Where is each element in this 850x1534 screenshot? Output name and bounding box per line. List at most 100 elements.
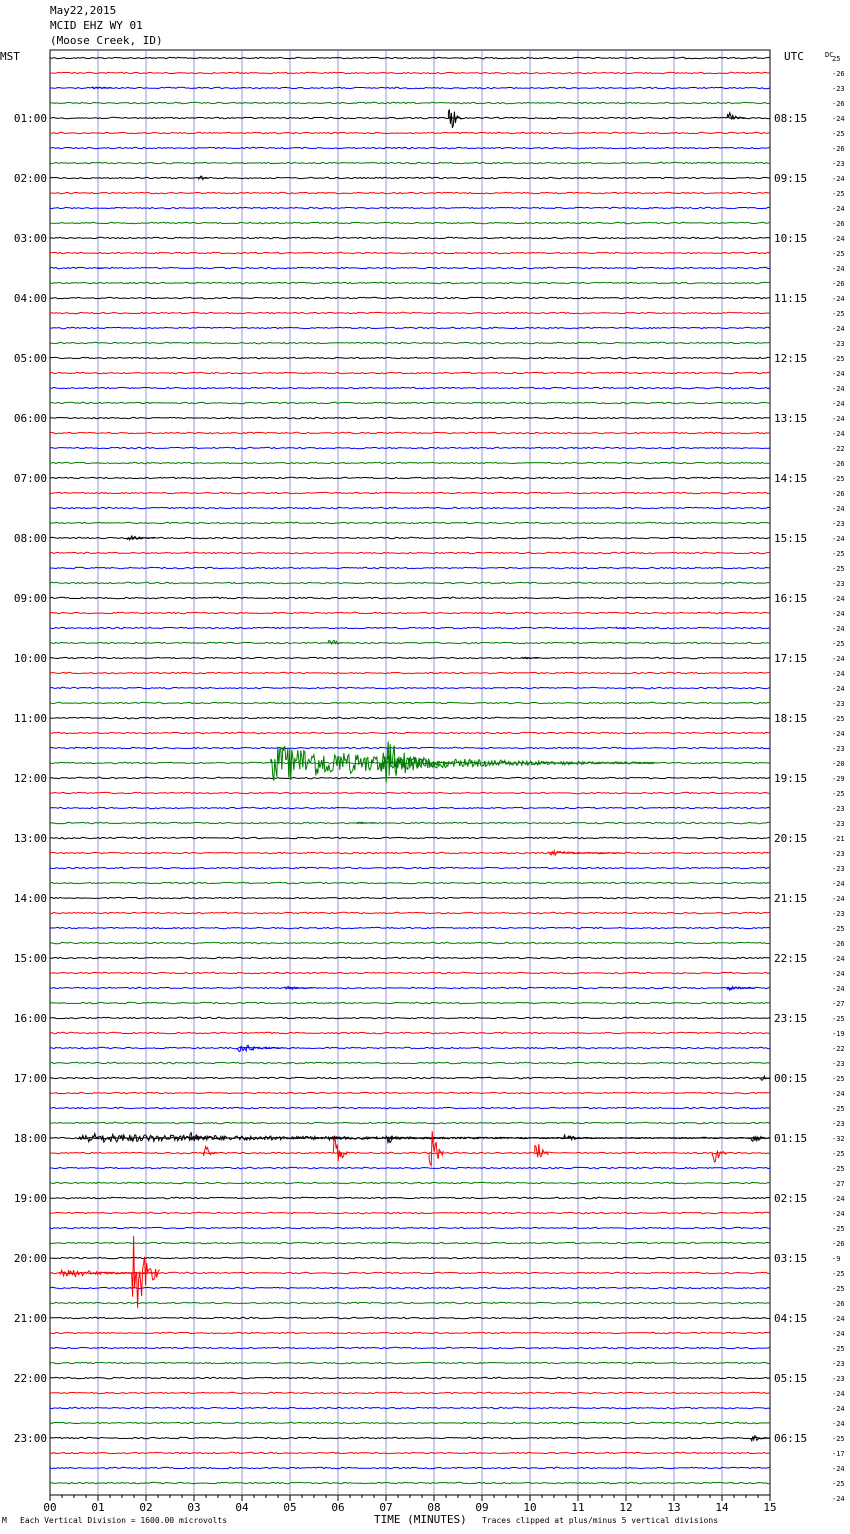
x-tick-label: 01 [91, 1501, 104, 1514]
dc-offset-label: -24 [832, 670, 845, 678]
dc-offset-label: -24 [832, 655, 845, 663]
x-tick-label: 12 [619, 1501, 632, 1514]
trace-row [49, 1031, 771, 1035]
x-tick-label: 00 [43, 1501, 56, 1514]
left-hour-label: 16:00 [14, 1012, 47, 1025]
trace-row [49, 926, 771, 930]
dc-offset-label: -26 [832, 145, 845, 153]
trace-row [49, 251, 771, 255]
dc-offset-label: -24 [832, 625, 845, 633]
trace-row [49, 311, 771, 315]
trace-row [49, 1016, 771, 1020]
x-tick-label: 03 [187, 1501, 200, 1514]
dc-offset-label: -25 [832, 1105, 845, 1113]
trace-row [49, 746, 771, 750]
dc-offset-label: -25 [832, 355, 845, 363]
trace-row [49, 206, 771, 210]
right-hour-label: 22:15 [774, 952, 807, 965]
right-hour-label: 04:15 [774, 1312, 807, 1325]
trace-row [49, 131, 771, 135]
trace-row [50, 86, 771, 90]
trace-row [49, 626, 771, 630]
trace-row [49, 476, 771, 480]
trace-row [49, 821, 771, 825]
x-axis-title: TIME (MINUTES) [374, 1513, 467, 1526]
left-hour-label: 18:00 [14, 1132, 47, 1145]
trace-row [49, 986, 771, 990]
dc-offset-label: -23 [832, 1375, 845, 1383]
event-waveform [78, 1131, 765, 1144]
dc-offset-label: -24 [832, 595, 845, 603]
dc-offset-label: -24 [832, 955, 845, 963]
dc-offset-label: -25 [832, 130, 845, 138]
dc-offset-label: -25 [832, 475, 845, 483]
right-hour-label: 16:15 [774, 592, 807, 605]
dc-offset-label: -23 [832, 520, 845, 528]
dc-offset-label: -24 [832, 295, 845, 303]
dc-offset-label: -23 [832, 1060, 845, 1068]
dc-offset-label: -24 [832, 1210, 845, 1218]
trace-row [49, 791, 770, 795]
trace-row [49, 806, 771, 810]
trace-row [49, 941, 771, 945]
dc-offset-label: -23 [832, 1360, 845, 1368]
trace-row [49, 1376, 771, 1380]
corner-mark: M [2, 1516, 7, 1525]
dc-offset-label: -25 [832, 310, 845, 318]
trace-row [49, 956, 771, 960]
trace-row [49, 191, 770, 195]
dc-offset-label: -23 [832, 700, 845, 708]
event-waveform [385, 1134, 406, 1145]
trace-row [49, 1421, 771, 1425]
right-hour-label: 19:15 [774, 772, 807, 785]
left-hour-label: 19:00 [14, 1192, 47, 1205]
dc-offset-label: -26 [832, 1300, 845, 1308]
dc-offset-label: -24 [832, 1330, 845, 1338]
dc-offset-label: -25 [832, 715, 845, 723]
trace-row [49, 371, 771, 375]
dc-offset-label: -24 [832, 685, 845, 693]
event-waveform [428, 1131, 444, 1168]
dc-offset-label: -24 [832, 985, 845, 993]
right-hour-label: 09:15 [774, 172, 807, 185]
right-hour-label: 10:15 [774, 232, 807, 245]
dc-offset-label: -25 [832, 1345, 845, 1353]
dc-offset-label: -26 [832, 100, 845, 108]
event-waveform [284, 985, 314, 991]
trace-row [49, 176, 771, 180]
trace-row [49, 341, 771, 345]
event-waveform [563, 1133, 583, 1142]
trace-row [49, 1391, 771, 1395]
dc-offset-label: -26 [832, 940, 845, 948]
trace-row [49, 281, 771, 285]
event-waveform [726, 985, 755, 992]
dc-offset-label: -24 [832, 1405, 845, 1413]
trace-row [49, 491, 771, 495]
dc-offset-label: -24 [832, 415, 845, 423]
trace-row [49, 686, 771, 690]
dc-offset-label: -24 [832, 610, 845, 618]
header-location: (Moose Creek, ID) [50, 34, 163, 47]
dc-offset-label: -25 [832, 250, 845, 258]
dc-offset-label: -24 [832, 505, 845, 513]
trace-row [49, 1481, 771, 1485]
dc-offset-label: -20 [832, 760, 845, 768]
right-hour-label: 21:15 [774, 892, 807, 905]
event-waveform [203, 1144, 218, 1157]
dc-offset-label: -25 [832, 550, 845, 558]
trace-row [49, 581, 771, 585]
seismic-traces [49, 56, 771, 1485]
event-waveform [327, 639, 343, 645]
dc-offset-label: -21 [832, 835, 845, 843]
x-tick-label: 07 [379, 1501, 392, 1514]
dc-offset-label: -9 [832, 1255, 840, 1263]
dc-offset-label: -24 [832, 1315, 845, 1323]
x-tick-label: 04 [235, 1501, 249, 1514]
event-waveform [236, 1044, 286, 1053]
dc-offset-label: -24 [832, 430, 845, 438]
x-tick-label: 09 [475, 1501, 488, 1514]
right-hour-label: 17:15 [774, 652, 807, 665]
trace-row [49, 971, 771, 975]
right-hour-label: 14:15 [774, 472, 807, 485]
